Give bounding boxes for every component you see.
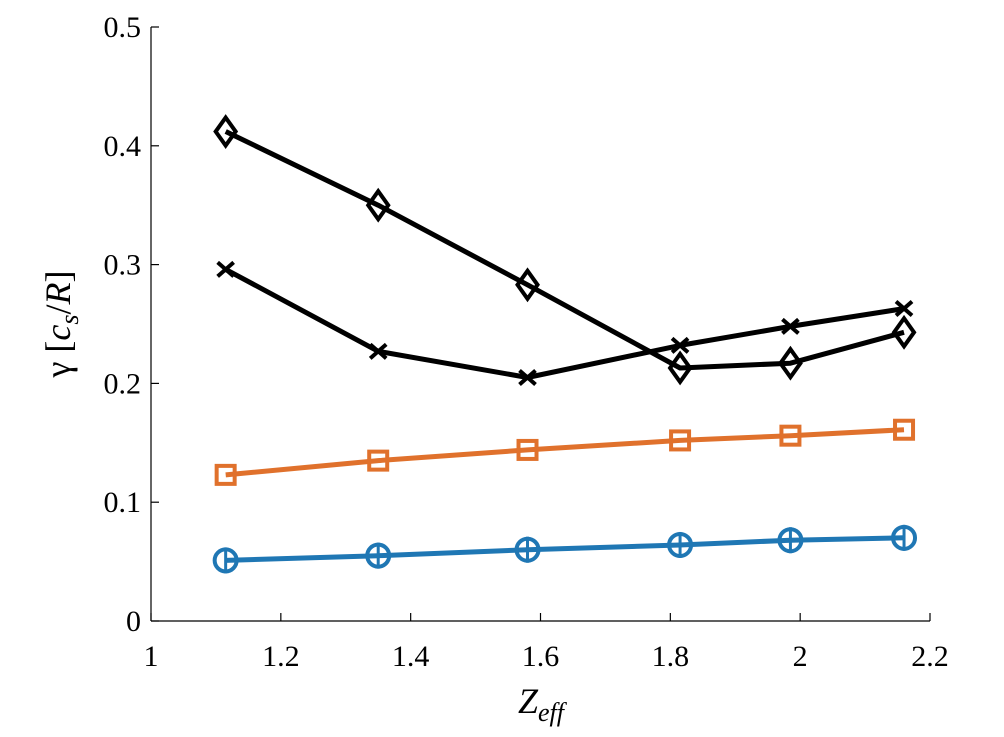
cross-series-line [224, 267, 905, 380]
diamond-series [213, 114, 917, 386]
circle-series-line [225, 535, 905, 563]
y-tick-label: 0 [126, 605, 141, 638]
square-series-point-square [893, 418, 916, 441]
square-series-line [225, 427, 905, 478]
cross-series-point-x [894, 300, 914, 318]
y-tick-label: 0.4 [104, 130, 142, 163]
diamond-series-point-diamond [667, 350, 693, 386]
diamond-series-point-diamond [213, 114, 239, 149]
square-series-point-square [779, 424, 802, 447]
cross-series-point-x [216, 260, 235, 278]
y-tick-label: 0.3 [104, 249, 142, 282]
x-axis-title: Zeff [518, 681, 568, 727]
cross-series-point-x [368, 342, 388, 360]
x-tick-label: 1 [144, 640, 159, 673]
square-series-point-square [214, 463, 237, 486]
square-series [214, 418, 916, 486]
cross-series-point-x [670, 336, 690, 354]
circle-series [212, 524, 918, 574]
y-tick-label: 0.2 [104, 367, 142, 400]
cross-series [216, 260, 914, 386]
x-tick-label: 1.8 [652, 640, 690, 673]
diamond-series-point-diamond [365, 187, 391, 223]
diamond-series-point-diamond [777, 345, 803, 381]
diamond-series-point-diamond [515, 267, 540, 303]
square-series-point-square [669, 429, 692, 452]
x-tick-label: 1.6 [522, 640, 560, 673]
cross-series-point-x [518, 368, 537, 386]
x-tick-label: 2 [793, 640, 808, 673]
y-axis-title: γ [cs/R] [38, 270, 84, 378]
square-series-point-square [367, 449, 390, 472]
square-series-point-square [516, 438, 539, 461]
ticks: 1 1.2 1.4 1.6 1.8 2 2.2 0 0.1 0.2 0.3 0.4 0.5 [104, 11, 949, 673]
y-tick-label: 0.5 [104, 11, 142, 44]
x-tick-label: 2.2 [911, 640, 949, 673]
x-tick-label: 1.2 [262, 640, 300, 673]
diamond-series-line [224, 129, 905, 371]
diamond-series-point-diamond [891, 314, 917, 350]
cross-series-point-x [781, 317, 800, 335]
x-tick-label: 1.4 [392, 640, 430, 673]
y-tick-label: 0.1 [104, 486, 142, 519]
series-layer [212, 114, 918, 574]
